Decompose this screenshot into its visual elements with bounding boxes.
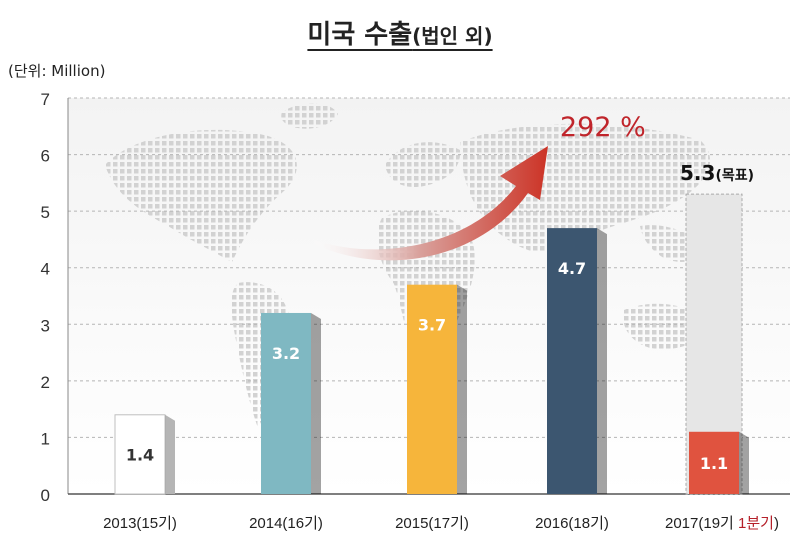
- data-label-2015: 3.7: [418, 316, 446, 335]
- map-land-shape: [281, 103, 338, 129]
- bar-side-2014: [311, 312, 321, 494]
- map-land-shape: [623, 303, 706, 349]
- data-label-2013: 1.4: [126, 445, 154, 464]
- chart-title-paren: (법인 외): [412, 24, 493, 48]
- bar-side-2013: [165, 414, 175, 494]
- data-label-2014: 3.2: [272, 344, 300, 363]
- data-label-2016: 4.7: [558, 259, 586, 278]
- map-land-shape: [460, 123, 711, 253]
- y-tick-label: 0: [41, 486, 50, 505]
- bar-2016: [547, 228, 597, 494]
- y-tick-label: 1: [41, 429, 50, 448]
- growth-arrow: [314, 146, 548, 261]
- map-land-shape: [105, 129, 297, 262]
- unit-label: (단위: Million): [8, 62, 106, 80]
- x-tick-label-2013: 2013(15기): [103, 515, 177, 532]
- y-tick-label: 4: [41, 260, 50, 279]
- bar-2013: [114, 414, 166, 495]
- bar-shadow-2016: [597, 228, 607, 494]
- bar-shadow-2013: [165, 414, 175, 494]
- x-tick-label-2014: 2014(16기): [249, 515, 323, 532]
- bar-2014: [261, 312, 311, 494]
- y-tick-label: 2: [41, 373, 50, 392]
- bar-shadow-2017: [739, 431, 749, 494]
- y-tick-label: 7: [41, 90, 50, 109]
- chart-title-main: 미국 수출: [307, 20, 413, 50]
- x-tick-label-2015: 2015(17기): [395, 515, 469, 532]
- bar-2015: [407, 284, 457, 494]
- bar-side-2016: [597, 228, 607, 494]
- y-tick-label: 3: [41, 316, 50, 335]
- growth-label: 292 %: [560, 112, 646, 143]
- chart-title: 미국 수출(법인 외): [0, 14, 800, 51]
- bar-shadow-2015: [457, 284, 467, 494]
- x-tick-label-2016: 2016(18기): [535, 515, 609, 532]
- data-label-2017: 1.1: [700, 454, 728, 473]
- target-label: 5.3(목표): [680, 161, 754, 185]
- bar-side-2015: [457, 284, 467, 494]
- y-tick-label: 6: [41, 147, 50, 166]
- y-tick-label: 5: [41, 203, 50, 222]
- x-tick-label-2017: 2017(19기 1분기): [665, 515, 779, 532]
- bar-2017: [689, 431, 739, 494]
- bar-side-2017: [739, 431, 749, 494]
- bar-shadow-2014: [311, 312, 321, 494]
- map-land-shape: [385, 142, 461, 188]
